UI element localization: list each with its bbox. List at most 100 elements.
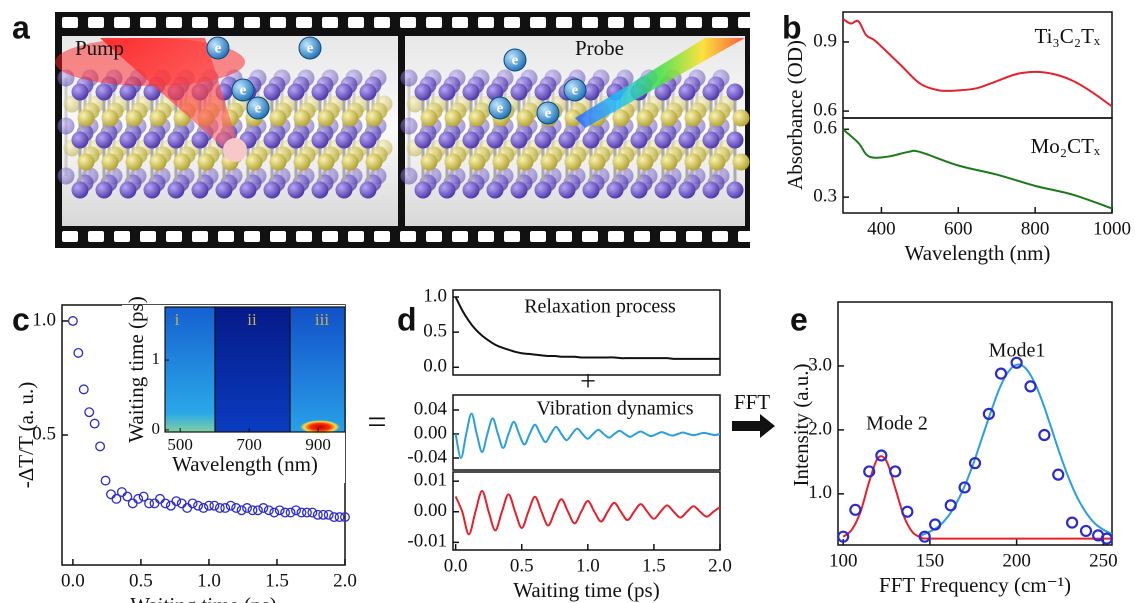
sprocket-hole xyxy=(582,231,598,242)
panel-label: a xyxy=(12,9,30,45)
x-tick-label: 150 xyxy=(916,550,945,571)
x-tick-label: 800 xyxy=(1021,218,1050,239)
sprocket-hole xyxy=(140,231,156,242)
atom xyxy=(439,182,456,199)
sprocket-hole xyxy=(738,17,754,28)
atom xyxy=(72,132,89,149)
atom xyxy=(637,110,654,127)
sprocket-hole xyxy=(660,231,676,242)
sprocket-hole xyxy=(452,231,468,242)
atom xyxy=(264,132,281,149)
annotation: Mode1 xyxy=(989,340,1046,362)
atom xyxy=(336,182,353,199)
plus-sign: + xyxy=(580,366,596,397)
atom xyxy=(192,182,209,199)
sprocket-hole xyxy=(478,231,494,242)
atom xyxy=(294,110,311,127)
atom xyxy=(655,132,672,149)
atom xyxy=(58,168,75,185)
atom xyxy=(559,182,576,199)
sprocket-hole xyxy=(712,231,728,242)
atom xyxy=(72,84,89,101)
y-tick-label: 0.01 xyxy=(414,470,447,491)
sprocket-hole xyxy=(322,17,338,28)
atom xyxy=(366,154,383,171)
x-tick-label: 2.0 xyxy=(333,570,357,591)
atom xyxy=(631,182,648,199)
y-tick-label: 0.0 xyxy=(423,356,447,377)
atom xyxy=(58,118,75,135)
page: Figure body { margin: 0; background: #ff… xyxy=(0,0,1135,603)
atom xyxy=(709,110,726,127)
sprocket-hole xyxy=(166,231,182,242)
atom xyxy=(192,132,209,149)
atom xyxy=(511,182,528,199)
atom xyxy=(360,84,377,101)
atom xyxy=(415,132,432,149)
electron-label: e xyxy=(255,100,262,116)
sprocket-hole xyxy=(270,231,286,242)
atom xyxy=(96,84,113,101)
sprocket-hole xyxy=(504,17,520,28)
sprocket-hole xyxy=(218,231,234,242)
inset-y-tick-label: 1 xyxy=(152,349,161,368)
atom xyxy=(366,110,383,127)
region-label: i xyxy=(175,310,180,329)
sprocket-hole xyxy=(634,17,650,28)
atom xyxy=(559,132,576,149)
atom xyxy=(312,132,329,149)
atom xyxy=(318,154,335,171)
atom xyxy=(360,182,377,199)
y-tick-label: 0.00 xyxy=(414,422,447,443)
atom xyxy=(517,110,534,127)
region-label: ii xyxy=(247,310,257,329)
atom xyxy=(661,154,678,171)
pump-label: Pump xyxy=(75,36,124,60)
x-tick-label: 2.0 xyxy=(708,555,732,576)
x-axis-label: Waiting time (ps) xyxy=(130,593,276,603)
atom xyxy=(703,132,720,149)
atom xyxy=(120,182,137,199)
electron-label: e xyxy=(545,105,552,121)
atom xyxy=(401,168,418,185)
sprocket-hole xyxy=(114,231,130,242)
sprocket-hole xyxy=(374,17,390,28)
atom xyxy=(120,84,137,101)
atom xyxy=(463,182,480,199)
sprocket-hole xyxy=(400,17,416,28)
electron-label: e xyxy=(240,82,247,98)
atom xyxy=(535,132,552,149)
sprocket-hole xyxy=(712,17,728,28)
atom xyxy=(288,182,305,199)
y-axis-label: -ΔT/T (a. u.) xyxy=(14,382,38,488)
atom xyxy=(126,154,143,171)
atom xyxy=(439,84,456,101)
atom xyxy=(679,132,696,149)
y-tick-label: -0.04 xyxy=(407,446,447,467)
y-tick-label: 1.0 xyxy=(32,309,56,330)
sprocket-hole xyxy=(270,17,286,28)
sprocket-hole xyxy=(478,17,494,28)
atom xyxy=(264,182,281,199)
x-axis-label: Wavelength (nm) xyxy=(905,241,1051,265)
atom xyxy=(102,110,119,127)
inset-x-label: Wavelength (nm) xyxy=(172,452,318,476)
atom xyxy=(336,84,353,101)
atom xyxy=(589,154,606,171)
atom xyxy=(421,110,438,127)
x-tick-label: 0.5 xyxy=(129,570,153,591)
atom xyxy=(318,110,335,127)
atom xyxy=(685,110,702,127)
probe-label: Probe xyxy=(575,36,624,60)
atom xyxy=(342,110,359,127)
sprocket-hole xyxy=(426,17,442,28)
atom xyxy=(168,132,185,149)
atom xyxy=(517,154,534,171)
x-tick-label: 100 xyxy=(829,550,858,571)
sprocket-hole xyxy=(530,231,546,242)
atom xyxy=(469,154,486,171)
y-tick-label: 0.00 xyxy=(414,500,447,521)
atom xyxy=(150,154,167,171)
atom xyxy=(727,84,744,101)
annotation: Mode 2 xyxy=(866,413,928,435)
